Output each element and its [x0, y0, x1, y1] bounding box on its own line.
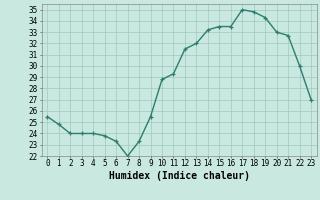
X-axis label: Humidex (Indice chaleur): Humidex (Indice chaleur): [109, 171, 250, 181]
